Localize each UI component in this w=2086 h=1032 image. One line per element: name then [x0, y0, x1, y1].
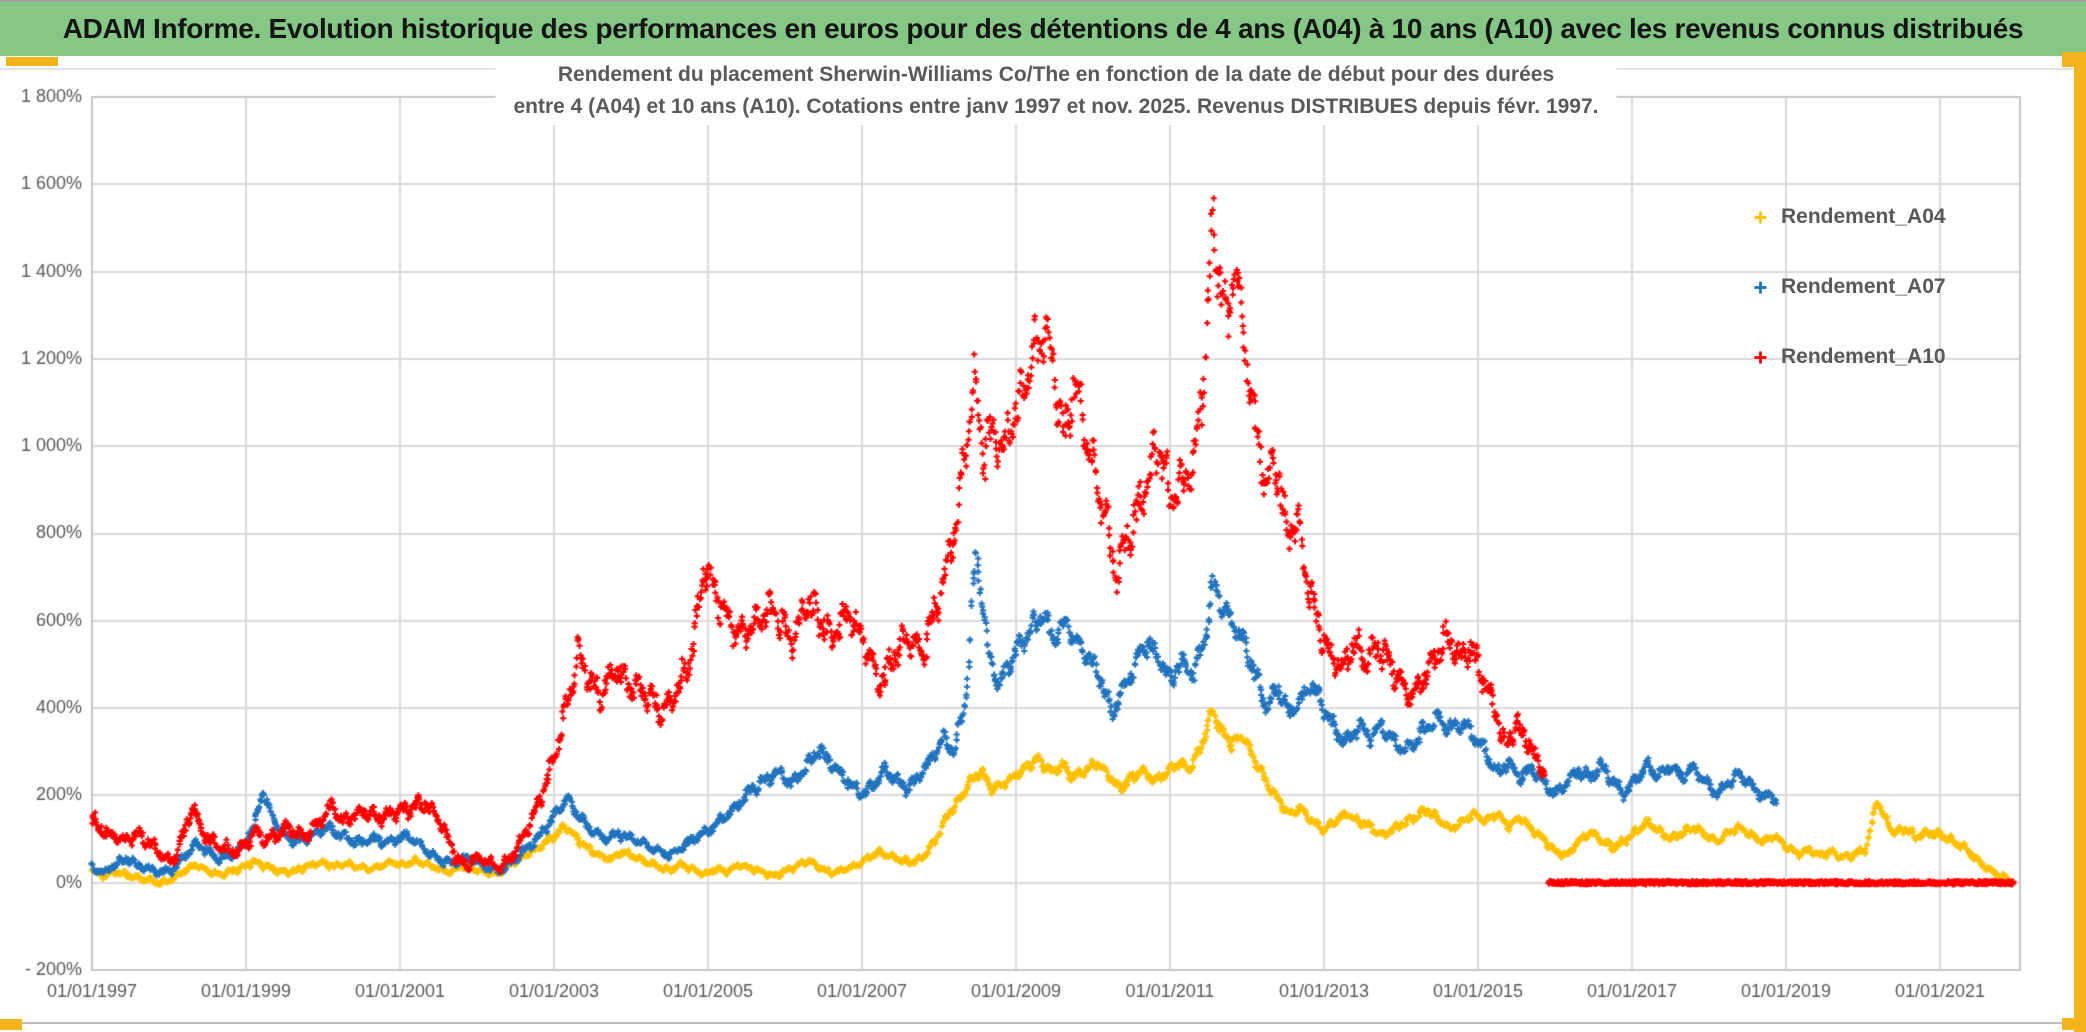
- chart-title-line-1: Rendement du placement Sherwin-Williams …: [557, 63, 1555, 86]
- gold-accent-right-bar: [2074, 52, 2086, 1032]
- plus-marker-icon-a10: [1754, 351, 1767, 363]
- legend-item-rendement-a10: Rendement_A10: [1753, 345, 1946, 369]
- bottom-border-line: [0, 1022, 2062, 1024]
- chart-title: Rendement du placement Sherwin-Williams …: [495, 57, 1617, 125]
- legend-label-a10: Rendement_A10: [1781, 345, 1946, 368]
- chart-legend: Rendement_A04 Rendement_A07 Rendement_A1…: [1753, 205, 1946, 369]
- plus-marker-icon-a07: [1754, 281, 1767, 293]
- plus-marker-icon-a04: [1754, 211, 1767, 223]
- chart-title-line-2: entre 4 (A04) et 10 ans (A10). Cotations…: [513, 95, 1599, 118]
- legend-label-a07: Rendement_A07: [1781, 275, 1946, 298]
- gold-accent-bottom-left: [0, 1019, 22, 1030]
- legend-item-rendement-a04: Rendement_A04: [1753, 205, 1946, 229]
- legend-item-rendement-a07: Rendement_A07: [1753, 275, 1946, 299]
- legend-label-a04: Rendement_A04: [1781, 205, 1946, 228]
- gold-accent-bottom-right: [2062, 1018, 2086, 1030]
